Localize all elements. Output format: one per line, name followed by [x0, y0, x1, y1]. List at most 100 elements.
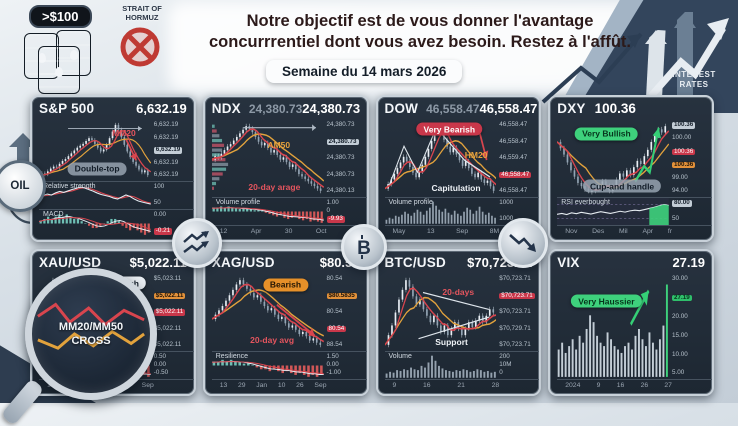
axis-label: 30.00	[672, 276, 688, 283]
trend-up-medallion	[172, 218, 222, 268]
right-axis: $5,023.11$5,022.11$5,022.11$5,022.11$5,0…	[151, 274, 194, 351]
x-tick: 13	[427, 228, 435, 235]
subchart-plot: MACD	[39, 210, 151, 237]
axis-label: 46,558.47	[499, 188, 527, 195]
axis-label: 0.00	[154, 362, 166, 369]
x-tick: 9	[393, 382, 397, 389]
axis-label: 10.00	[672, 352, 688, 359]
right-axis: $70,723.71$70,723.71$70,723.71$70,729.71…	[496, 274, 539, 351]
x-tick: 30	[285, 228, 293, 235]
axis-label: 50	[154, 200, 161, 207]
oil-barrels-graphic	[24, 30, 112, 92]
axis-label: 80.54	[327, 276, 343, 283]
panel-value-secondary: 46,558.47	[426, 102, 479, 116]
x-tick: Mil	[619, 228, 628, 235]
annotation-double-top: Double-top	[68, 162, 127, 175]
axis-label: 46,558.47	[499, 172, 531, 179]
axis-label: -0.50	[154, 370, 168, 377]
x-tick: 29	[238, 382, 246, 389]
axis-label: 24,380.73	[327, 122, 355, 129]
headline: Notre objectif est de vous donner l'avan…	[150, 11, 690, 53]
trend-up-icon	[182, 230, 212, 256]
headline-line1: Notre objectif est de vous donner l'avan…	[150, 11, 690, 32]
x-tick: Jan	[256, 382, 267, 389]
annotation-am50: AM50	[267, 140, 290, 150]
annotation-20-day-avg: 20-day avg	[250, 335, 294, 345]
annotation-20-days: 20-days	[442, 287, 474, 297]
trend-down-icon	[508, 230, 538, 256]
axis-label: 88.54	[327, 342, 343, 349]
magnifier-label-line1: MM20/MM50	[59, 320, 123, 334]
x-tick: 26	[641, 382, 649, 389]
no-entry-icon	[117, 24, 163, 70]
x-tick: May	[393, 228, 406, 235]
annotation-very-bearish: Very Bearish	[417, 123, 483, 136]
axis-label: $70,729.71	[499, 326, 531, 333]
axis-label: 200	[499, 354, 510, 361]
panel-title: BTC/USD	[385, 255, 446, 270]
subchart-plot: RSI everbought	[557, 198, 669, 225]
panel-title: DXY	[557, 101, 585, 116]
subchart-plot: Resilience	[212, 352, 324, 379]
axis-label: 20.00	[672, 314, 688, 321]
axis-label: 6,632.19	[154, 172, 179, 179]
axis-label: 46,558.47	[499, 139, 527, 146]
axis-label: 6,632.19	[154, 135, 179, 142]
bitcoin-medallion: B	[341, 224, 387, 270]
oil-price-badge: >$100	[29, 5, 92, 28]
axis-label: 0.00	[327, 362, 339, 369]
axis-label: 6,632.19	[154, 147, 183, 154]
annotation-very-haussier: Very Haussier	[571, 295, 641, 308]
annotation-20-day-arage: 20-day arage	[248, 182, 300, 192]
axis-label: 6,632.19	[154, 160, 179, 167]
subchart-plot: Volume profile	[385, 198, 497, 225]
price-chart-svg	[557, 274, 669, 379]
subchart-label: Volume	[389, 353, 412, 360]
axis-label: -1.00	[327, 370, 341, 377]
subchart-label: Relative strength	[43, 183, 96, 190]
week-label: Semaine du 14 mars 2026	[266, 60, 462, 83]
x-tick: 16	[423, 382, 431, 389]
axis-label: 0.50	[154, 354, 166, 361]
subchart-plot: Volume profile	[212, 198, 324, 225]
x-tick: 13	[220, 382, 228, 389]
panel-title: XAG/USD	[212, 255, 275, 270]
axis-label: -9.93	[327, 216, 345, 223]
axis-label: 1.50	[327, 354, 339, 361]
axis-label: $5,022.11	[154, 309, 186, 316]
x-tick: Sep	[456, 228, 468, 235]
infographic-root: { "banner": { "headline_line1": "Notre o…	[0, 0, 738, 403]
axis-label: 50	[672, 216, 679, 223]
axis-label: 99.00	[672, 175, 688, 182]
axis-label: 46,559.47	[499, 155, 527, 162]
axis-label: $5,022.11	[154, 293, 186, 300]
panel-title: DOW	[385, 101, 419, 116]
x-tick: Apr	[642, 228, 653, 235]
axis-label: 5.00	[672, 370, 684, 377]
oil-barrel-icon	[38, 46, 80, 94]
axis-label: $70,723.71	[499, 309, 531, 316]
x-tick: 8M	[490, 228, 499, 235]
annotation-capitulation: Capitulation	[431, 183, 480, 193]
axis-label: 27.19	[672, 295, 692, 302]
